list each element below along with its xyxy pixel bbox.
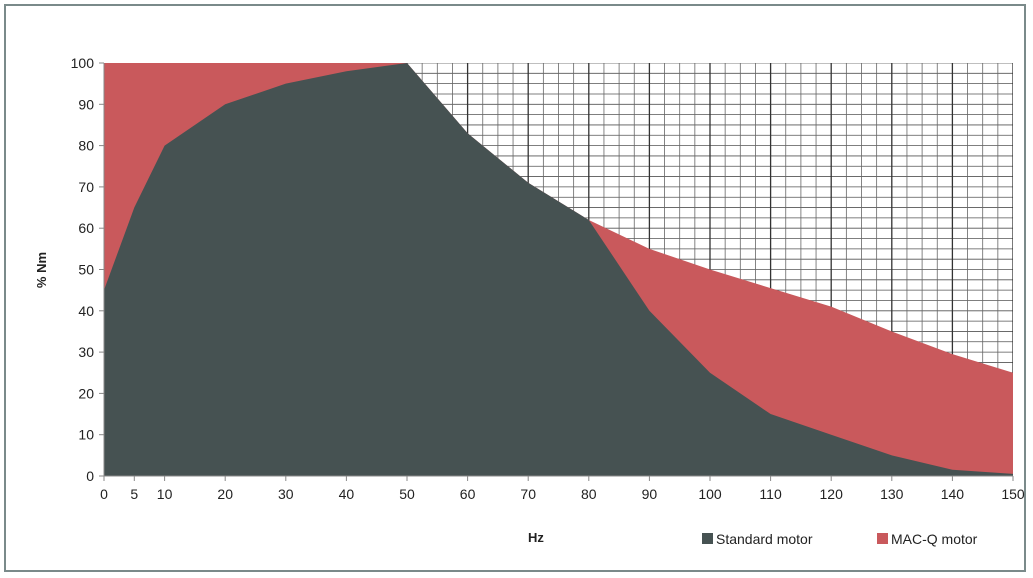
x-tick-label: 100 — [698, 486, 722, 502]
x-axis-label: Hz — [528, 530, 544, 545]
x-tick-label: 40 — [339, 486, 355, 502]
x-tick-label: 110 — [759, 486, 782, 502]
y-tick-label: 40 — [78, 303, 94, 319]
tick-labels: 0 10 20 30 40 50 60 70 80 90 100 0 5 10 20 30 40 50 60 70 80… — [71, 55, 1025, 502]
y-tick-label: 10 — [78, 427, 94, 443]
y-axis-label: % Nm — [34, 252, 49, 288]
legend-swatch-standard-motor — [702, 533, 713, 544]
x-tick-label: 20 — [217, 486, 233, 502]
y-tick-label: 80 — [78, 138, 94, 154]
legend-label-mac-q-motor: MAC-Q motor — [891, 531, 978, 547]
x-tick-label: 60 — [460, 486, 476, 502]
axes — [99, 62, 1014, 481]
x-tick-label: 150 — [1001, 486, 1025, 502]
y-tick-label: 60 — [78, 220, 94, 236]
x-tick-label: 130 — [880, 486, 904, 502]
x-tick-label: 5 — [130, 486, 138, 502]
area-standard-motor — [104, 63, 1013, 476]
y-tick-label: 30 — [78, 344, 94, 360]
y-tick-label: 20 — [78, 385, 94, 401]
y-tick-label: 70 — [78, 179, 94, 195]
x-tick-label: 30 — [278, 486, 294, 502]
x-tick-label: 10 — [157, 486, 173, 502]
y-tick-label: 90 — [78, 96, 94, 112]
x-tick-label: 0 — [100, 486, 108, 502]
legend-label-standard-motor: Standard motor — [716, 531, 813, 547]
series-areas — [104, 63, 1013, 476]
y-tick-label: 100 — [71, 55, 95, 71]
x-tick-label: 90 — [642, 486, 658, 502]
y-tick-label: 50 — [78, 262, 94, 278]
x-tick-label: 70 — [520, 486, 536, 502]
y-tick-label: 0 — [86, 468, 94, 484]
x-tick-label: 50 — [399, 486, 415, 502]
x-tick-label: 120 — [820, 486, 844, 502]
x-tick-label: 80 — [581, 486, 597, 502]
legend: Standard motor MAC-Q motor — [702, 531, 978, 547]
x-tick-label: 140 — [941, 486, 965, 502]
legend-swatch-mac-q-motor — [877, 533, 888, 544]
